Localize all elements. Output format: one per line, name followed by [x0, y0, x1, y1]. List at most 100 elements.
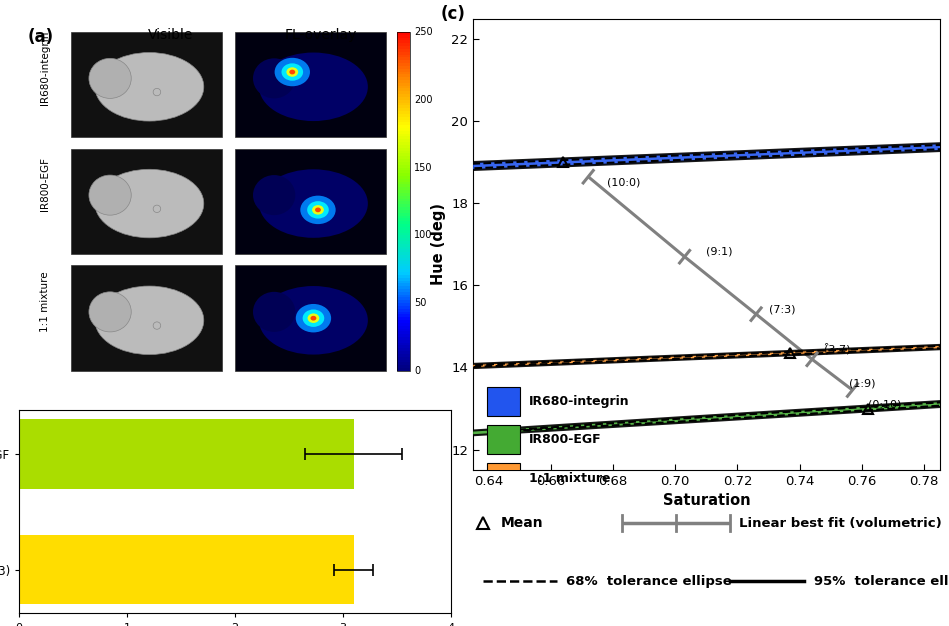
Text: 150: 150: [414, 163, 433, 173]
FancyBboxPatch shape: [397, 34, 410, 38]
Ellipse shape: [274, 58, 310, 86]
Ellipse shape: [307, 314, 320, 323]
FancyBboxPatch shape: [397, 49, 410, 52]
Text: (c): (c): [440, 5, 465, 23]
FancyBboxPatch shape: [397, 136, 410, 140]
FancyBboxPatch shape: [397, 133, 410, 136]
FancyBboxPatch shape: [397, 156, 410, 159]
Ellipse shape: [300, 196, 336, 224]
FancyBboxPatch shape: [71, 32, 222, 138]
FancyBboxPatch shape: [397, 238, 410, 241]
FancyBboxPatch shape: [397, 63, 410, 66]
FancyBboxPatch shape: [397, 193, 410, 196]
FancyBboxPatch shape: [397, 182, 410, 185]
FancyBboxPatch shape: [397, 102, 410, 105]
FancyBboxPatch shape: [397, 354, 410, 357]
Text: IR800-EGF: IR800-EGF: [40, 158, 50, 212]
Text: IR800-EGF: IR800-EGF: [530, 433, 602, 446]
FancyBboxPatch shape: [397, 125, 410, 128]
FancyBboxPatch shape: [397, 167, 410, 170]
FancyBboxPatch shape: [397, 305, 410, 309]
FancyBboxPatch shape: [397, 88, 410, 91]
FancyBboxPatch shape: [397, 300, 410, 303]
FancyBboxPatch shape: [397, 260, 410, 264]
Text: 100: 100: [414, 230, 433, 240]
Ellipse shape: [312, 205, 324, 215]
FancyBboxPatch shape: [397, 119, 410, 122]
FancyBboxPatch shape: [397, 68, 410, 71]
Ellipse shape: [315, 207, 321, 212]
FancyBboxPatch shape: [397, 275, 410, 278]
Ellipse shape: [0, 316, 949, 390]
FancyBboxPatch shape: [397, 80, 410, 83]
FancyBboxPatch shape: [397, 280, 410, 284]
FancyBboxPatch shape: [397, 212, 410, 215]
FancyBboxPatch shape: [397, 326, 410, 329]
FancyBboxPatch shape: [234, 32, 386, 138]
FancyBboxPatch shape: [397, 51, 410, 54]
Text: (7:3): (7:3): [769, 304, 795, 314]
FancyBboxPatch shape: [397, 210, 410, 213]
Ellipse shape: [303, 309, 325, 327]
Ellipse shape: [259, 53, 368, 121]
FancyBboxPatch shape: [397, 74, 410, 77]
FancyBboxPatch shape: [397, 334, 410, 337]
Text: (a): (a): [28, 28, 54, 46]
FancyBboxPatch shape: [397, 187, 410, 190]
Text: 250: 250: [414, 27, 433, 37]
FancyBboxPatch shape: [397, 252, 410, 255]
Text: 68%  tolerance ellipse: 68% tolerance ellipse: [567, 575, 733, 588]
FancyBboxPatch shape: [397, 240, 410, 244]
FancyBboxPatch shape: [397, 277, 410, 280]
FancyBboxPatch shape: [397, 204, 410, 207]
FancyBboxPatch shape: [397, 303, 410, 306]
Text: Visible: Visible: [147, 28, 193, 42]
Ellipse shape: [289, 69, 295, 74]
FancyBboxPatch shape: [397, 201, 410, 204]
Text: (9:1): (9:1): [706, 247, 733, 257]
FancyBboxPatch shape: [397, 108, 410, 111]
FancyBboxPatch shape: [397, 283, 410, 286]
FancyBboxPatch shape: [71, 265, 222, 371]
FancyBboxPatch shape: [397, 57, 410, 60]
FancyBboxPatch shape: [234, 149, 386, 254]
FancyBboxPatch shape: [397, 128, 410, 131]
FancyBboxPatch shape: [397, 113, 410, 116]
FancyBboxPatch shape: [397, 91, 410, 94]
FancyBboxPatch shape: [397, 223, 410, 227]
FancyBboxPatch shape: [397, 83, 410, 86]
FancyBboxPatch shape: [397, 184, 410, 187]
FancyBboxPatch shape: [397, 207, 410, 210]
Y-axis label: Hue (deg): Hue (deg): [431, 203, 446, 285]
Ellipse shape: [253, 58, 295, 98]
FancyBboxPatch shape: [71, 149, 222, 254]
FancyBboxPatch shape: [397, 232, 410, 235]
FancyBboxPatch shape: [397, 246, 410, 249]
Text: IR680-integrin: IR680-integrin: [530, 395, 630, 408]
FancyBboxPatch shape: [397, 40, 410, 43]
FancyBboxPatch shape: [397, 71, 410, 74]
Ellipse shape: [95, 169, 204, 238]
FancyBboxPatch shape: [397, 255, 410, 258]
Text: 200: 200: [414, 95, 433, 105]
Text: (͒3:7): (͒3:7): [825, 344, 851, 356]
FancyBboxPatch shape: [397, 249, 410, 252]
FancyBboxPatch shape: [397, 85, 410, 88]
FancyBboxPatch shape: [397, 145, 410, 148]
FancyBboxPatch shape: [397, 178, 410, 182]
Text: 50: 50: [414, 298, 426, 308]
FancyBboxPatch shape: [397, 309, 410, 312]
FancyBboxPatch shape: [397, 235, 410, 238]
Text: 0: 0: [414, 366, 420, 376]
Ellipse shape: [253, 292, 295, 332]
FancyBboxPatch shape: [397, 111, 410, 114]
FancyBboxPatch shape: [397, 342, 410, 346]
Text: (10:0): (10:0): [606, 177, 641, 187]
FancyBboxPatch shape: [487, 463, 520, 493]
FancyBboxPatch shape: [397, 139, 410, 142]
Text: Mean: Mean: [501, 516, 544, 530]
FancyBboxPatch shape: [397, 362, 410, 365]
FancyBboxPatch shape: [397, 60, 410, 63]
FancyBboxPatch shape: [397, 227, 410, 230]
FancyBboxPatch shape: [397, 31, 410, 35]
